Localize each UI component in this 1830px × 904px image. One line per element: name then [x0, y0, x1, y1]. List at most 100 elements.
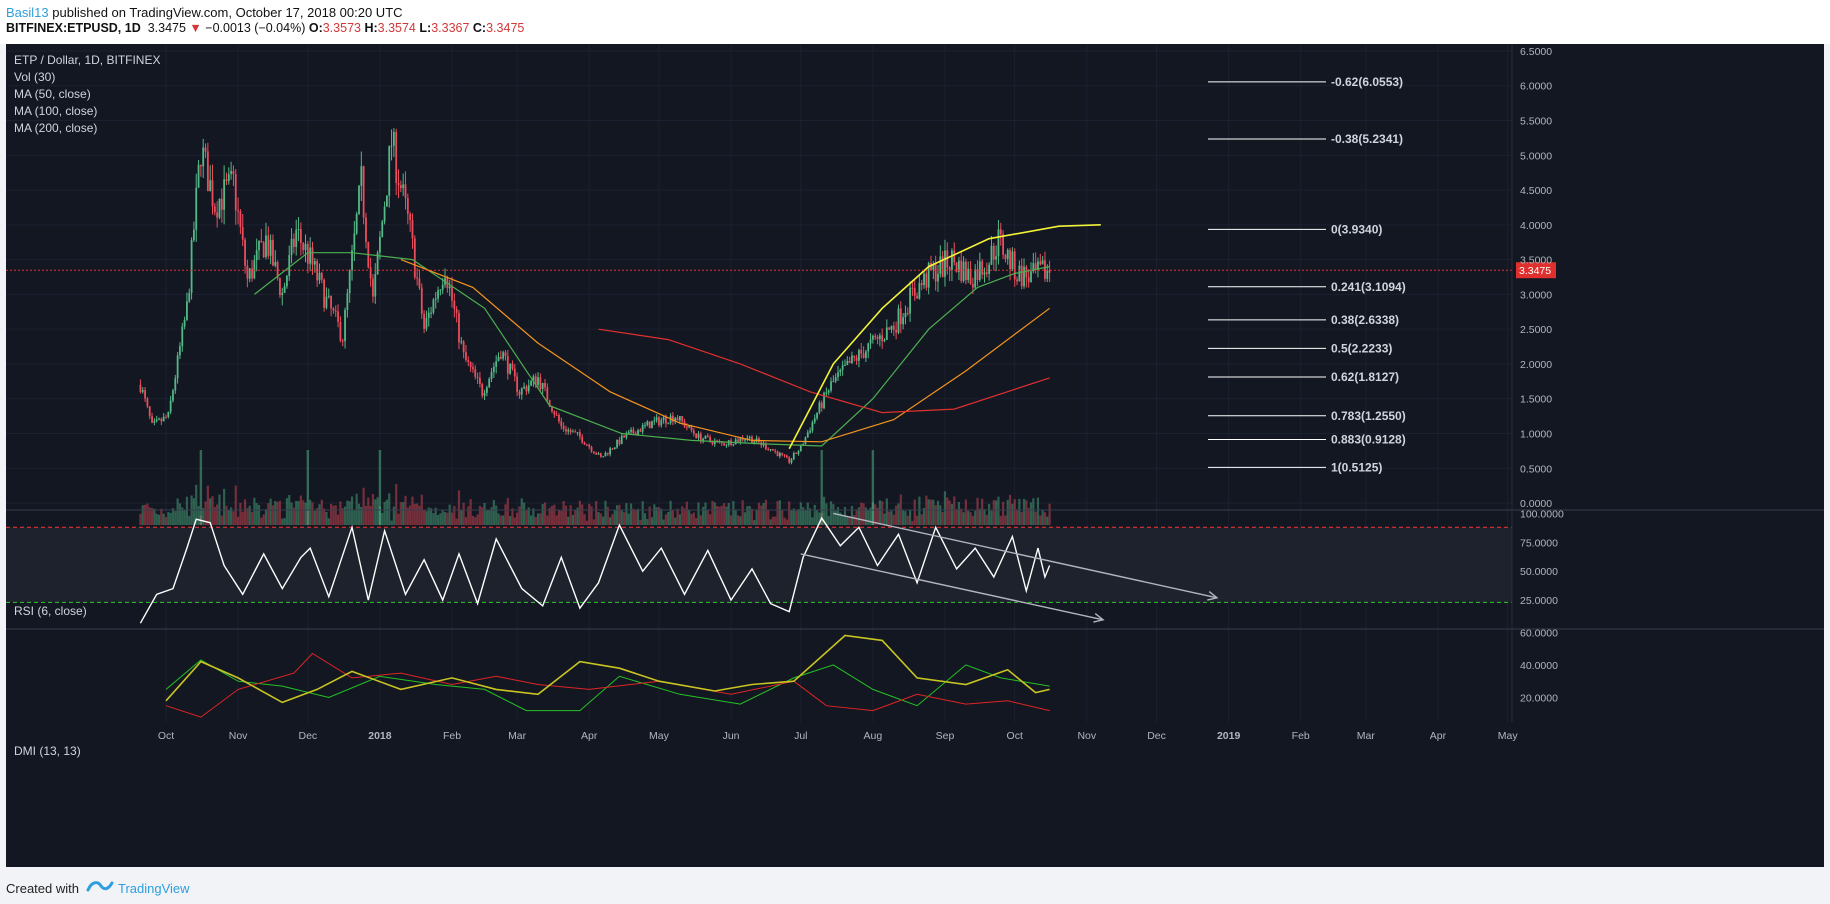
- volume-bar: [1036, 497, 1040, 526]
- candle-body: [416, 277, 419, 279]
- candle-body: [172, 390, 174, 401]
- volume-bar: [983, 508, 986, 526]
- candle-body: [155, 419, 158, 422]
- volume-spike: [871, 450, 875, 526]
- candle-body: [681, 416, 684, 422]
- time-axis-label: 2019: [1217, 730, 1241, 742]
- volume-bar: [646, 518, 649, 526]
- rsi-axis-label: 50.0000: [1520, 566, 1558, 578]
- volume-bar: [406, 507, 409, 526]
- time-axis-label: Dec: [1147, 730, 1166, 742]
- time-axis-label: 2018: [368, 730, 392, 742]
- volume-bar: [667, 511, 670, 526]
- volume-bar: [506, 498, 509, 526]
- rsi-title: RSI (6, close): [14, 604, 87, 618]
- candle-body: [895, 329, 898, 333]
- volume-bar: [348, 501, 351, 526]
- volume-bar: [276, 501, 279, 526]
- candle-body: [199, 164, 202, 167]
- candle-body: [788, 457, 791, 463]
- volume-bar: [555, 515, 558, 526]
- volume-bar: [546, 515, 549, 526]
- candle-body: [834, 377, 837, 382]
- volume-bar: [527, 507, 530, 526]
- fib-level-label: 1(0.5125): [1331, 460, 1382, 474]
- candle-body: [1016, 279, 1018, 282]
- volume-bar: [209, 498, 212, 526]
- candle-body: [551, 406, 553, 412]
- candle-body: [795, 453, 798, 455]
- candle-body: [634, 433, 637, 436]
- volume-bar: [1027, 508, 1030, 526]
- volume-bar: [429, 508, 433, 526]
- dmi-pane[interactable]: [165, 634, 1050, 718]
- dmi-line-2: [165, 634, 1050, 704]
- candle-body: [769, 449, 772, 451]
- candle-body: [523, 386, 525, 389]
- candle-body: [544, 382, 546, 388]
- candle-body: [620, 435, 623, 444]
- volume-bar: [706, 510, 709, 526]
- candle-body: [583, 442, 586, 445]
- candle-body: [813, 418, 816, 423]
- volume-bar: [562, 500, 565, 526]
- volume-bar: [597, 512, 600, 526]
- candle-body: [944, 250, 946, 277]
- candle-body: [392, 131, 395, 146]
- candle-body: [806, 432, 809, 438]
- candle-body: [495, 361, 498, 367]
- author-link[interactable]: Basil13: [6, 5, 49, 20]
- candle-body: [871, 335, 874, 340]
- open-value: 3.3573: [322, 21, 361, 35]
- legend-ma200: MA (200, close): [14, 121, 97, 135]
- candle-body: [937, 273, 939, 282]
- candle-body: [706, 435, 709, 438]
- chart-canvas[interactable]: -0.62(6.0553) -0.38(5.2341) 0(3.9340) 0.241…: [6, 44, 1824, 867]
- candle-body: [290, 238, 293, 256]
- candle-body: [744, 439, 746, 441]
- candle-body: [804, 437, 807, 445]
- price-change: −0.0013 (−0.04%): [205, 21, 306, 35]
- candle-body: [892, 325, 895, 330]
- volume-spike: [820, 450, 823, 526]
- candle-body: [685, 426, 688, 428]
- volume-bar: [181, 507, 184, 526]
- candle-body: [818, 402, 821, 413]
- candle-body: [223, 179, 226, 210]
- volume-bar: [739, 516, 742, 526]
- volume-bar: [499, 515, 502, 526]
- candle-body: [1023, 266, 1025, 287]
- volume-bar: [155, 513, 158, 526]
- candle-body: [525, 386, 528, 392]
- volume-bar: [762, 503, 765, 526]
- volume-bar: [718, 506, 721, 526]
- rsi-pane[interactable]: [6, 512, 1512, 624]
- tradingview-link[interactable]: TradingView: [118, 881, 190, 896]
- volume-bar: [943, 491, 947, 526]
- volume-bar: [806, 502, 809, 526]
- candle-body: [723, 443, 725, 446]
- candle-body: [983, 272, 986, 275]
- candle-body: [267, 235, 270, 256]
- volume-bar: [883, 513, 886, 526]
- volume-bar: [492, 499, 495, 526]
- candle-body: [971, 283, 974, 288]
- candle-body: [588, 444, 591, 447]
- price-pane[interactable]: -0.62(6.0553) -0.38(5.2341) 0(3.9340) 0.241…: [6, 75, 1556, 526]
- volume-bar: [520, 498, 523, 526]
- candle-body: [697, 433, 700, 439]
- candle-body: [220, 198, 223, 210]
- volume-bar: [929, 499, 933, 526]
- volume-bar: [174, 511, 177, 526]
- volume-bar: [1011, 503, 1014, 526]
- candle-body: [732, 444, 735, 446]
- candle-body: [513, 368, 516, 377]
- volume-bar: [792, 508, 795, 526]
- volume-bar: [974, 510, 977, 526]
- volume-bar: [962, 512, 965, 526]
- candle-body: [960, 260, 963, 281]
- volume-bar: [927, 499, 930, 526]
- candle-body: [765, 443, 767, 450]
- volume-bar: [355, 493, 358, 526]
- time-axis-label: Feb: [443, 730, 461, 742]
